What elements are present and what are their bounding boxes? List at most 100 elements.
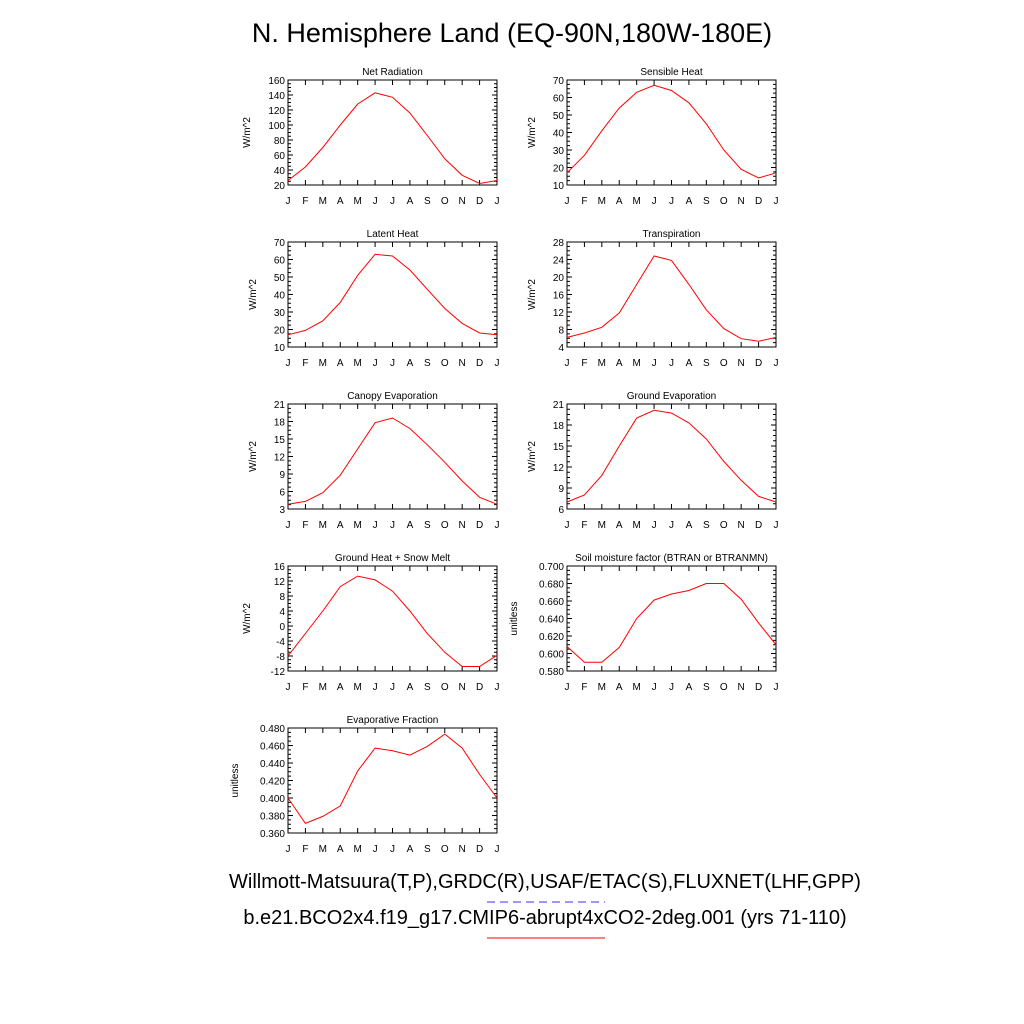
x-tick-label: J (373, 844, 378, 855)
x-tick-label: F (581, 196, 587, 207)
x-tick-label: N (738, 682, 745, 693)
y-tick-label: 0.420 (260, 777, 285, 788)
x-tick-label: F (302, 520, 308, 531)
y-tick-label: 21 (274, 400, 286, 411)
x-tick-label: M (319, 844, 327, 855)
x-tick-label: S (703, 358, 710, 369)
y-tick-label: 12 (553, 308, 565, 319)
x-tick-label: J (495, 844, 500, 855)
x-tick-label: D (476, 358, 483, 369)
y-tick-label: 8 (279, 592, 285, 603)
x-tick-label: D (755, 520, 762, 531)
series-line (566, 255, 777, 342)
y-tick-label: 0.480 (260, 724, 285, 735)
y-tick-label: 70 (553, 76, 565, 87)
x-tick-label: J (286, 844, 291, 855)
plot-frame (566, 79, 777, 186)
x-tick-label: S (424, 358, 431, 369)
x-tick-label: M (353, 520, 361, 531)
chart-panel: J F M A M J J A S O N D J0.5800.6000.6200.6400.6600.… (509, 553, 779, 693)
y-tick-label: 20 (274, 326, 286, 337)
y-tick-label: 20 (553, 273, 565, 284)
y-tick-label: 4 (558, 343, 564, 354)
y-tick-label: 160 (268, 76, 285, 87)
x-tick-label: M (598, 520, 606, 531)
x-tick-label: A (407, 358, 414, 369)
x-tick-label: D (476, 844, 483, 855)
y-tick-label: 15 (553, 442, 565, 453)
x-tick-label: S (424, 196, 431, 207)
x-tick-label: S (703, 682, 710, 693)
y-axis-label: W/m^2 (527, 441, 538, 472)
y-tick-label: 12 (553, 463, 565, 474)
y-tick-label: 50 (553, 111, 565, 122)
plot-frame (566, 403, 777, 510)
x-tick-label: M (319, 682, 327, 693)
y-tick-label: 6 (279, 488, 285, 499)
y-tick-label: 0.680 (539, 580, 564, 591)
x-tick-label: D (476, 196, 483, 207)
y-axis-label: unitless (509, 602, 520, 636)
x-tick-label: A (337, 844, 344, 855)
x-tick-label: J (565, 520, 570, 531)
x-tick-label: J (652, 520, 657, 531)
x-tick-label: J (495, 682, 500, 693)
x-tick-label: A (686, 196, 693, 207)
x-tick-label: M (319, 520, 327, 531)
y-tick-label: 40 (274, 166, 286, 177)
x-tick-label: S (424, 844, 431, 855)
x-tick-label: F (302, 196, 308, 207)
x-tick-label: F (581, 682, 587, 693)
x-tick-label: A (686, 520, 693, 531)
footer-observations-label: Willmott-Matsuura(T,P),GRDC(R),USAF/ETAC… (229, 871, 861, 893)
y-axis-label: W/m^2 (242, 603, 253, 634)
x-tick-label: J (565, 358, 570, 369)
y-tick-label: 0.460 (260, 742, 285, 753)
y-tick-label: 10 (553, 181, 565, 192)
x-tick-label: N (738, 196, 745, 207)
series-line (287, 575, 498, 667)
x-tick-label: S (703, 520, 710, 531)
series-line (566, 583, 777, 663)
chart-panel: J F M A M J J A S O N D J481216202428TranspirationW/… (527, 229, 779, 369)
y-tick-label: -8 (276, 652, 285, 663)
series-line (287, 92, 498, 185)
y-tick-label: 28 (553, 238, 565, 249)
x-tick-label: J (495, 196, 500, 207)
y-tick-label: 16 (274, 562, 286, 573)
x-tick-label: A (686, 358, 693, 369)
x-tick-label: M (598, 682, 606, 693)
chart-title: Ground Heat + Snow Melt (335, 553, 451, 564)
y-tick-label: 18 (553, 421, 565, 432)
x-tick-label: J (390, 520, 395, 531)
y-tick-label: 40 (274, 291, 286, 302)
x-tick-label: F (581, 358, 587, 369)
x-tick-label: M (598, 196, 606, 207)
chart-title: Sensible Heat (640, 67, 702, 78)
x-tick-label: S (424, 520, 431, 531)
y-tick-label: 0.660 (539, 597, 564, 608)
x-tick-label: J (286, 196, 291, 207)
x-tick-label: J (774, 520, 779, 531)
x-tick-label: J (565, 682, 570, 693)
x-tick-label: M (353, 844, 361, 855)
x-tick-label: M (353, 358, 361, 369)
x-tick-label: D (755, 682, 762, 693)
x-tick-label: J (669, 682, 674, 693)
x-tick-label: J (652, 682, 657, 693)
y-tick-label: 0.440 (260, 759, 285, 770)
x-tick-label: J (390, 844, 395, 855)
chart-title: Ground Evaporation (627, 391, 717, 402)
y-tick-label: 0.640 (539, 615, 564, 626)
x-tick-label: M (632, 682, 640, 693)
x-tick-label: J (373, 682, 378, 693)
x-tick-label: A (616, 358, 623, 369)
chart-panel: J F M A M J J A S O N D J0.3600.3800.4000.4200.4400.… (230, 715, 500, 855)
x-tick-label: N (459, 844, 466, 855)
x-tick-label: D (476, 682, 483, 693)
x-tick-label: S (703, 196, 710, 207)
